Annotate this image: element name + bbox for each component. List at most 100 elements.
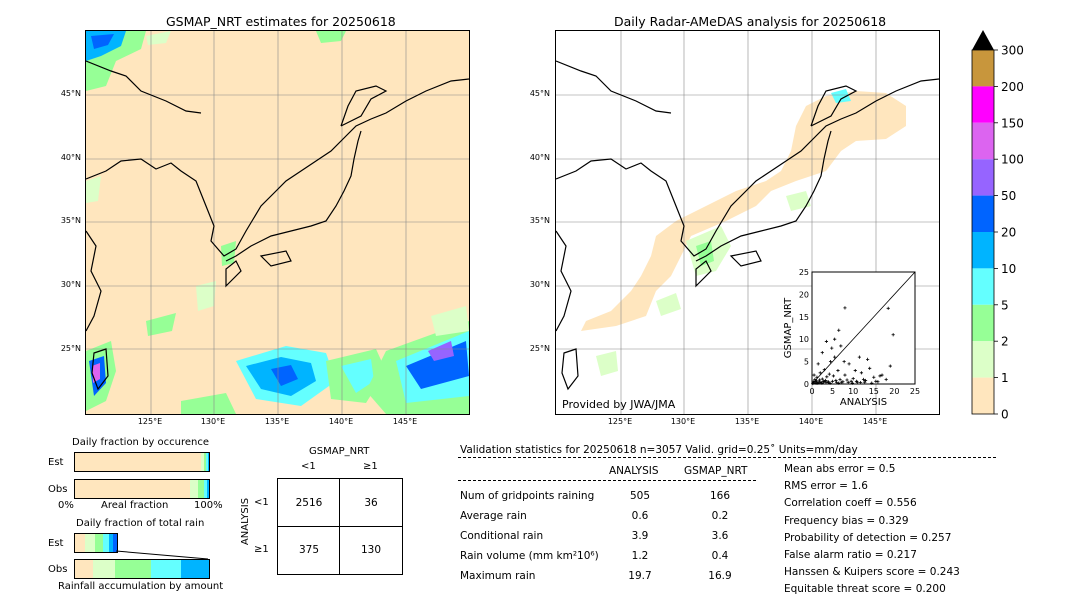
contingency-grid: 2516 36 375 130 [277,478,403,575]
validation-col-analysis: ANALYSIS [609,465,659,477]
scatter-point [818,371,822,375]
validation-row-gsmap: 16.9 [708,570,732,582]
occurrence-bar-segment [75,480,191,498]
validation-row-gsmap: 3.6 [711,530,729,542]
validation-score: False alarm ratio = 0.217 [784,549,917,561]
scatter-point [870,381,874,385]
colorbar-segment [972,86,994,123]
scatter-ytick: 25 [799,268,809,277]
occurrence-bar-segment [205,453,208,471]
scatter-point [821,380,826,384]
scatter-xtick: 15 [869,387,879,396]
validation-row-label: Conditional rain [460,530,544,542]
scatter-point [886,306,890,310]
scatter-ytick: 10 [799,335,809,344]
validation-row-label: Average rain [460,510,527,522]
left-lat-35: 35°N [60,216,81,225]
contingency-row-header: ANALYSIS [240,497,252,546]
scatter-ytick: 15 [799,313,809,322]
total-rain-est-bar [74,533,118,553]
colorbar-tick-label: 150 [1001,116,1024,130]
scatter-point [820,351,824,355]
right-lon-125: 125°E [607,417,633,426]
validation-score: RMS error = 1.6 [784,480,868,493]
left-map-title: GSMAP_NRT estimates for 20250618 [166,14,396,29]
occurrence-bar-segment [198,480,204,498]
scatter-point [833,355,837,359]
scatter-point [838,377,842,382]
scatter-point [863,380,867,384]
left-lon-125: 125°E [137,417,163,426]
validation-score: Hanssen & Kuipers score = 0.243 [784,566,960,579]
scatter-point [820,377,824,381]
scatter-point [878,374,882,378]
right-lat-30: 30°N [529,280,550,289]
occurrence-est-bar [74,452,210,472]
scatter-point [876,380,880,384]
left-lat-40: 40°N [60,153,81,162]
scatter-diagonal [811,271,916,385]
right-map-canvas [556,31,939,414]
scatter-point [861,377,866,382]
colorbar-segment [972,122,994,160]
scatter-point [811,380,815,384]
left-map [85,30,470,415]
contingency-cell-b: 36 [364,497,378,509]
colorbar-tick-label: 5 [1001,298,1009,312]
colorbar-segment [972,341,994,378]
occurrence-bar-segment [203,453,206,471]
scatter-point [828,360,833,364]
right-map-coastlines [556,60,939,391]
right-lon-130: 130°E [670,417,696,426]
scatter-point [863,378,868,383]
scatter-point [823,378,828,383]
validation-score: Probability of detection = 0.257 [784,531,952,544]
scatter-point [859,381,863,385]
scatter-point [845,378,849,382]
scatter-point [891,333,895,337]
scatter-point [880,373,884,377]
left-map-rain-pattern [86,31,469,414]
validation-row-analysis: 505 [629,490,651,502]
colorbar-segment [972,377,994,414]
occurrence-axis-mid: Areal fraction [101,500,169,511]
scatter-point [837,328,841,332]
scatter-point [824,381,828,385]
scatter-point [826,380,830,384]
validation-row-label: Num of gridpoints raining [460,490,595,502]
scatter-point [818,380,822,384]
right-lon-145: 145°E [862,417,888,426]
scatter-point [824,339,829,344]
validation-header: Validation statistics for 20250618 n=305… [460,444,858,456]
scatter-point [827,372,831,376]
total-rain-connector [115,550,208,560]
colorbar-segment [972,304,994,342]
validation-row-gsmap: 166 [709,490,731,502]
validation-header-rule [458,457,996,458]
scatter-point [831,374,836,378]
scatter-point [850,381,854,385]
scatter-point [816,362,820,366]
right-map-coverage [581,89,906,376]
occurrence-bar-segment [206,480,209,498]
scatter-point [825,375,829,379]
scatter-point [830,346,834,350]
scatter-point [836,368,840,373]
left-lat-25: 25°N [60,344,81,353]
occurrence-bar-segment [200,453,204,471]
scatter-point [872,375,876,379]
occurrence-axis-left: 0% [58,500,74,511]
scatter-point [831,379,835,383]
right-lat-35: 35°N [529,216,550,225]
validation-row-gsmap: 0.4 [711,550,729,562]
validation-score: Correlation coeff = 0.556 [784,497,917,510]
right-lat-45: 45°N [529,89,550,98]
validation-row-analysis: 0.6 [631,510,649,522]
colorbar-segment [972,232,994,269]
colorbar-tick-label: 20 [1001,226,1016,240]
validation-row-analysis: 3.9 [631,530,649,542]
right-lon-140: 140°E [798,417,824,426]
colorbar-tick-label: 50 [1001,189,1016,203]
total-rain-title: Daily fraction of total rain [76,518,205,529]
